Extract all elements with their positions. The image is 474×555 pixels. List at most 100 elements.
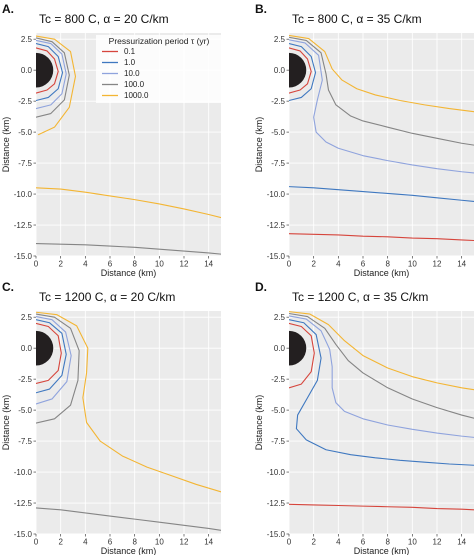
series-line-tau-1.0	[36, 319, 67, 394]
x-axis-label: Distance (km)	[354, 546, 410, 555]
x-tick-label: 8	[132, 260, 137, 269]
panel-title: Tc = 800 C, α = 35 C/km	[292, 12, 422, 26]
x-tick-label: 2	[311, 538, 316, 547]
panel-c: 0 2 4 6 8 10 12 14 2.5 0.0 -2.5 -5.0 -7.5 -10.0 -12.5 -…	[1, 280, 221, 555]
x-tick-label: 6	[361, 260, 366, 269]
x-tick-label: 12	[180, 538, 189, 547]
legend-entry-label: 100.0	[124, 80, 145, 89]
legend-title: Pressurization period τ (yr)	[109, 36, 210, 46]
y-tick-label: 0.0	[274, 66, 286, 75]
panel-letter: B.	[255, 2, 267, 16]
y-tick-label: -12.5	[267, 499, 286, 508]
panel-a: 0 2 4 6 8 10 12 14 2.5 0.0 -2.5 -5.0 -7.5 -10.0 -12.5 -…	[1, 2, 222, 278]
x-tick-label: 0	[287, 260, 292, 269]
magma-chamber	[36, 330, 54, 366]
x-tick-label: 6	[108, 538, 113, 547]
magma-chamber	[289, 330, 307, 366]
x-tick-label: 6	[361, 538, 366, 547]
x-tick-label: 14	[457, 260, 466, 269]
x-tick-label: 12	[433, 260, 442, 269]
y-tick-label: -15.0	[14, 252, 33, 261]
panel-letter: D.	[255, 280, 267, 294]
panel-letter: C.	[2, 280, 14, 294]
x-tick-label: 6	[108, 260, 113, 269]
series-group	[36, 311, 221, 531]
x-tick-label: 0	[287, 538, 292, 547]
series-line-tau-1.0	[289, 42, 317, 102]
y-tick-label: -12.5	[267, 221, 286, 230]
y-tick-label: -7.5	[18, 159, 32, 168]
series-line-tau-1000.0	[289, 311, 474, 391]
y-tick-label: 0.0	[21, 66, 33, 75]
y-tick-label: -10.0	[14, 190, 33, 199]
series-line-tau-1.0	[289, 186, 474, 203]
y-tick-label: -15.0	[267, 530, 286, 539]
x-tick-label: 14	[204, 538, 213, 547]
x-axis-label: Distance (km)	[101, 268, 157, 278]
panel-title: Tc = 1200 C, α = 20 C/km	[39, 290, 175, 304]
series-line-tau-10.0	[36, 316, 72, 405]
series-line-tau-0.1	[36, 47, 59, 94]
x-tick-label: 14	[457, 538, 466, 547]
x-tick-label: 2	[58, 538, 63, 547]
x-tick-label: 4	[336, 260, 341, 269]
y-tick-label: -7.5	[271, 159, 285, 168]
x-tick-label: 4	[336, 538, 341, 547]
y-tick-label: -10.0	[14, 468, 33, 477]
series-line-tau-10.0	[36, 39, 67, 110]
y-tick-label: -5.0	[18, 128, 32, 137]
y-tick-label: -5.0	[271, 128, 285, 137]
x-tick-label: 0	[34, 538, 39, 547]
x-tick-label: 8	[385, 260, 390, 269]
y-tick-label: -5.0	[271, 406, 285, 415]
y-tick-label: -5.0	[18, 406, 32, 415]
magma-chamber	[36, 52, 54, 88]
y-tick-label: 2.5	[274, 35, 286, 44]
series-line-tau-10.0	[289, 39, 474, 174]
y-tick-label: 2.5	[21, 313, 33, 322]
y-axis-label: Distance (km)	[1, 117, 11, 173]
x-axis-label: Distance (km)	[354, 268, 410, 278]
y-tick-label: -2.5	[271, 97, 285, 106]
x-tick-label: 10	[408, 260, 417, 269]
legend-entry-label: 1.0	[124, 58, 136, 67]
series-group	[289, 34, 474, 242]
x-tick-label: 12	[180, 260, 189, 269]
series-group	[289, 311, 474, 511]
x-tick-label: 14	[204, 260, 213, 269]
series-line-tau-0.1	[289, 233, 474, 242]
series-line-tau-10.0	[289, 315, 474, 438]
y-tick-label: -2.5	[271, 375, 285, 384]
x-tick-label: 0	[34, 260, 39, 269]
panel-title: Tc = 800 C, α = 20 C/km	[39, 12, 169, 26]
series-line-tau-1.0	[36, 42, 64, 102]
y-axis-label: Distance (km)	[1, 395, 11, 451]
series-line-tau-100.0	[36, 313, 80, 424]
y-tick-label: -2.5	[18, 97, 32, 106]
series-line-tau-100.0	[36, 507, 221, 531]
panel-d: 0 2 4 6 8 10 12 14 2.5 0.0 -2.5 -5.0 -7.5 -10.0 -12.5 -…	[254, 280, 474, 555]
plot-background	[289, 33, 474, 256]
x-tick-label: 2	[311, 260, 316, 269]
series-line-tau-1000.0	[36, 187, 221, 219]
x-tick-label: 2	[58, 260, 63, 269]
y-tick-label: 0.0	[21, 344, 33, 353]
panel-letter: A.	[2, 2, 14, 16]
x-tick-label: 4	[83, 260, 88, 269]
y-tick-label: -12.5	[14, 499, 33, 508]
y-tick-label: -7.5	[271, 437, 285, 446]
y-tick-label: -10.0	[267, 468, 286, 477]
legend-entry-label: 1000.0	[124, 91, 149, 100]
y-axis-label: Distance (km)	[254, 395, 264, 451]
series-line-tau-0.1	[36, 322, 62, 385]
series-line-tau-1000.0	[36, 35, 77, 136]
series-line-tau-0.1	[289, 503, 474, 511]
series-line-tau-0.1	[289, 322, 315, 389]
y-tick-label: 2.5	[21, 35, 33, 44]
y-tick-label: -7.5	[18, 437, 32, 446]
legend-box	[96, 35, 222, 103]
series-line-tau-1000.0	[289, 34, 474, 113]
x-tick-label: 12	[433, 538, 442, 547]
